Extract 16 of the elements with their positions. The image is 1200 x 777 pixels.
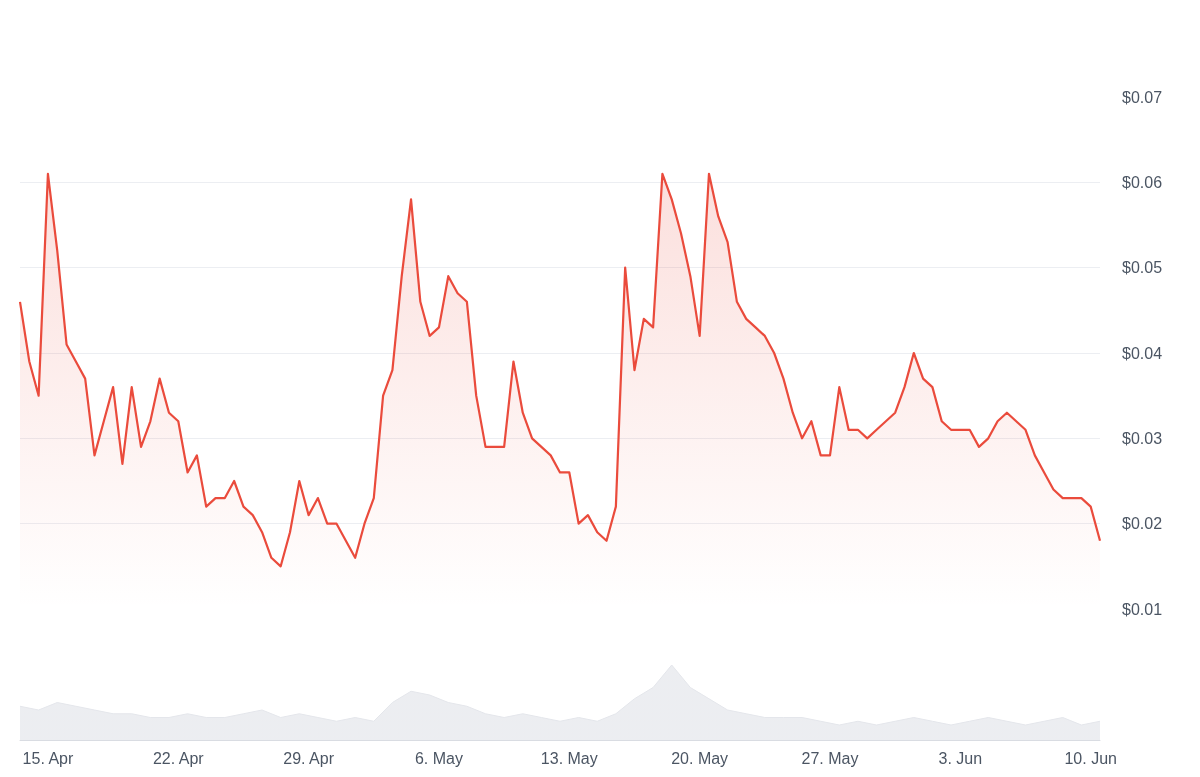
x-tick-label: 20. May [671,749,729,767]
x-tick-label: 3. Jun [938,749,983,767]
y-tick-label: $0.02 [1122,515,1163,533]
y-tick-label: $0.07 [1122,88,1163,106]
x-tick-label: 27. May [801,749,859,767]
y-tick-label: $0.01 [1122,600,1163,618]
x-tick-label: 22. Apr [152,749,205,767]
y-tick-label: $0.04 [1122,344,1163,362]
x-tick-label: 6. May [414,749,463,767]
x-tick-label: 15. Apr [22,749,74,767]
y-tick-label: $0.05 [1122,259,1163,277]
x-tick-label: 13. May [540,749,598,767]
y-tick-label: $0.06 [1122,173,1163,191]
x-tick-label: 10. Jun [1064,749,1117,767]
x-tick-label: 29. Apr [283,749,335,767]
y-tick-label: $0.03 [1122,429,1163,447]
